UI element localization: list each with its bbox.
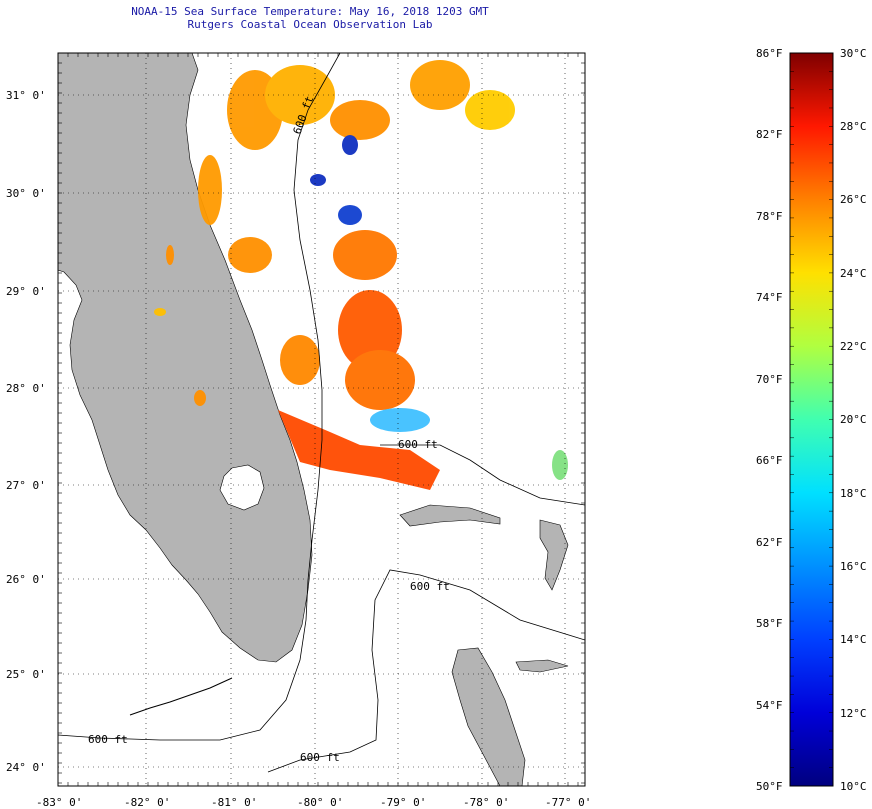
lat-label: 27° 0' — [6, 479, 46, 492]
f-label: 66°F — [756, 454, 783, 467]
latitude-labels: 31° 0' 30° 0' 29° 0' 28° 0' 27° 0' 26° 0… — [6, 89, 46, 774]
c-label: 18°C — [840, 487, 867, 500]
contour-label: 600 ft — [398, 438, 438, 451]
c-label: 22°C — [840, 340, 867, 353]
lat-label: 28° 0' — [6, 382, 46, 395]
c-label: 10°C — [840, 780, 867, 793]
c-label: 16°C — [840, 560, 867, 573]
contour-label: 600 ft — [300, 751, 340, 764]
f-label: 62°F — [756, 536, 783, 549]
lon-label: -80° 0' — [297, 796, 343, 809]
berry-islands — [515, 659, 569, 673]
depth-contour-600ft-bahamas — [380, 444, 585, 506]
c-label: 24°C — [840, 267, 867, 280]
andros-island — [451, 647, 526, 786]
depth-contour-600ft-tongue — [267, 569, 585, 773]
frame-ticks — [57, 52, 585, 786]
f-label: 54°F — [756, 699, 783, 712]
c-label: 20°C — [840, 413, 867, 426]
florida-landmass — [58, 53, 313, 663]
c-label: 14°C — [840, 633, 867, 646]
map-frame — [57, 52, 586, 787]
map-title: NOAA-15 Sea Surface Temperature: May 16,… — [131, 5, 489, 18]
colorbar-ticks — [790, 52, 833, 787]
fahrenheit-labels: 86°F 82°F 78°F 74°F 70°F 66°F 62°F 58°F … — [756, 47, 783, 793]
c-label: 30°C — [840, 47, 867, 60]
lon-label: -77° 0' — [545, 796, 591, 809]
f-label: 50°F — [756, 780, 783, 793]
lon-label: -81° 0' — [211, 796, 257, 809]
celsius-labels: 30°C 28°C 26°C 24°C 22°C 20°C 18°C 16°C … — [840, 47, 867, 793]
lon-label: -82° 0' — [124, 796, 170, 809]
longitude-labels: -83° 0' -82° 0' -81° 0' -80° 0' -79° 0' … — [36, 796, 591, 809]
temperature-colorbar — [789, 52, 834, 787]
lon-label: -83° 0' — [36, 796, 82, 809]
f-label: 58°F — [756, 617, 783, 630]
f-label: 74°F — [756, 291, 783, 304]
c-label: 12°C — [840, 707, 867, 720]
abaco-island — [539, 519, 569, 591]
f-label: 78°F — [756, 210, 783, 223]
lon-label: -78° 0' — [463, 796, 509, 809]
contour-label: 600 ft — [88, 733, 128, 746]
lat-label: 24° 0' — [6, 761, 46, 774]
f-label: 82°F — [756, 128, 783, 141]
lat-label: 26° 0' — [6, 573, 46, 586]
depth-contour-600ft-east — [58, 53, 341, 741]
f-label: 86°F — [756, 47, 783, 60]
lat-label: 30° 0' — [6, 187, 46, 200]
sst-data-patches — [154, 60, 568, 490]
contour-label: 600 ft — [410, 580, 450, 593]
f-label: 70°F — [756, 373, 783, 386]
c-label: 28°C — [840, 120, 867, 133]
lat-label: 25° 0' — [6, 668, 46, 681]
grand-bahama-island — [399, 504, 501, 527]
lat-label: 31° 0' — [6, 89, 46, 102]
c-label: 26°C — [840, 193, 867, 206]
lon-label: -79° 0' — [380, 796, 426, 809]
lat-label: 29° 0' — [6, 285, 46, 298]
florida-keys — [129, 677, 233, 716]
map-subtitle: Rutgers Coastal Ocean Observation Lab — [187, 18, 433, 31]
